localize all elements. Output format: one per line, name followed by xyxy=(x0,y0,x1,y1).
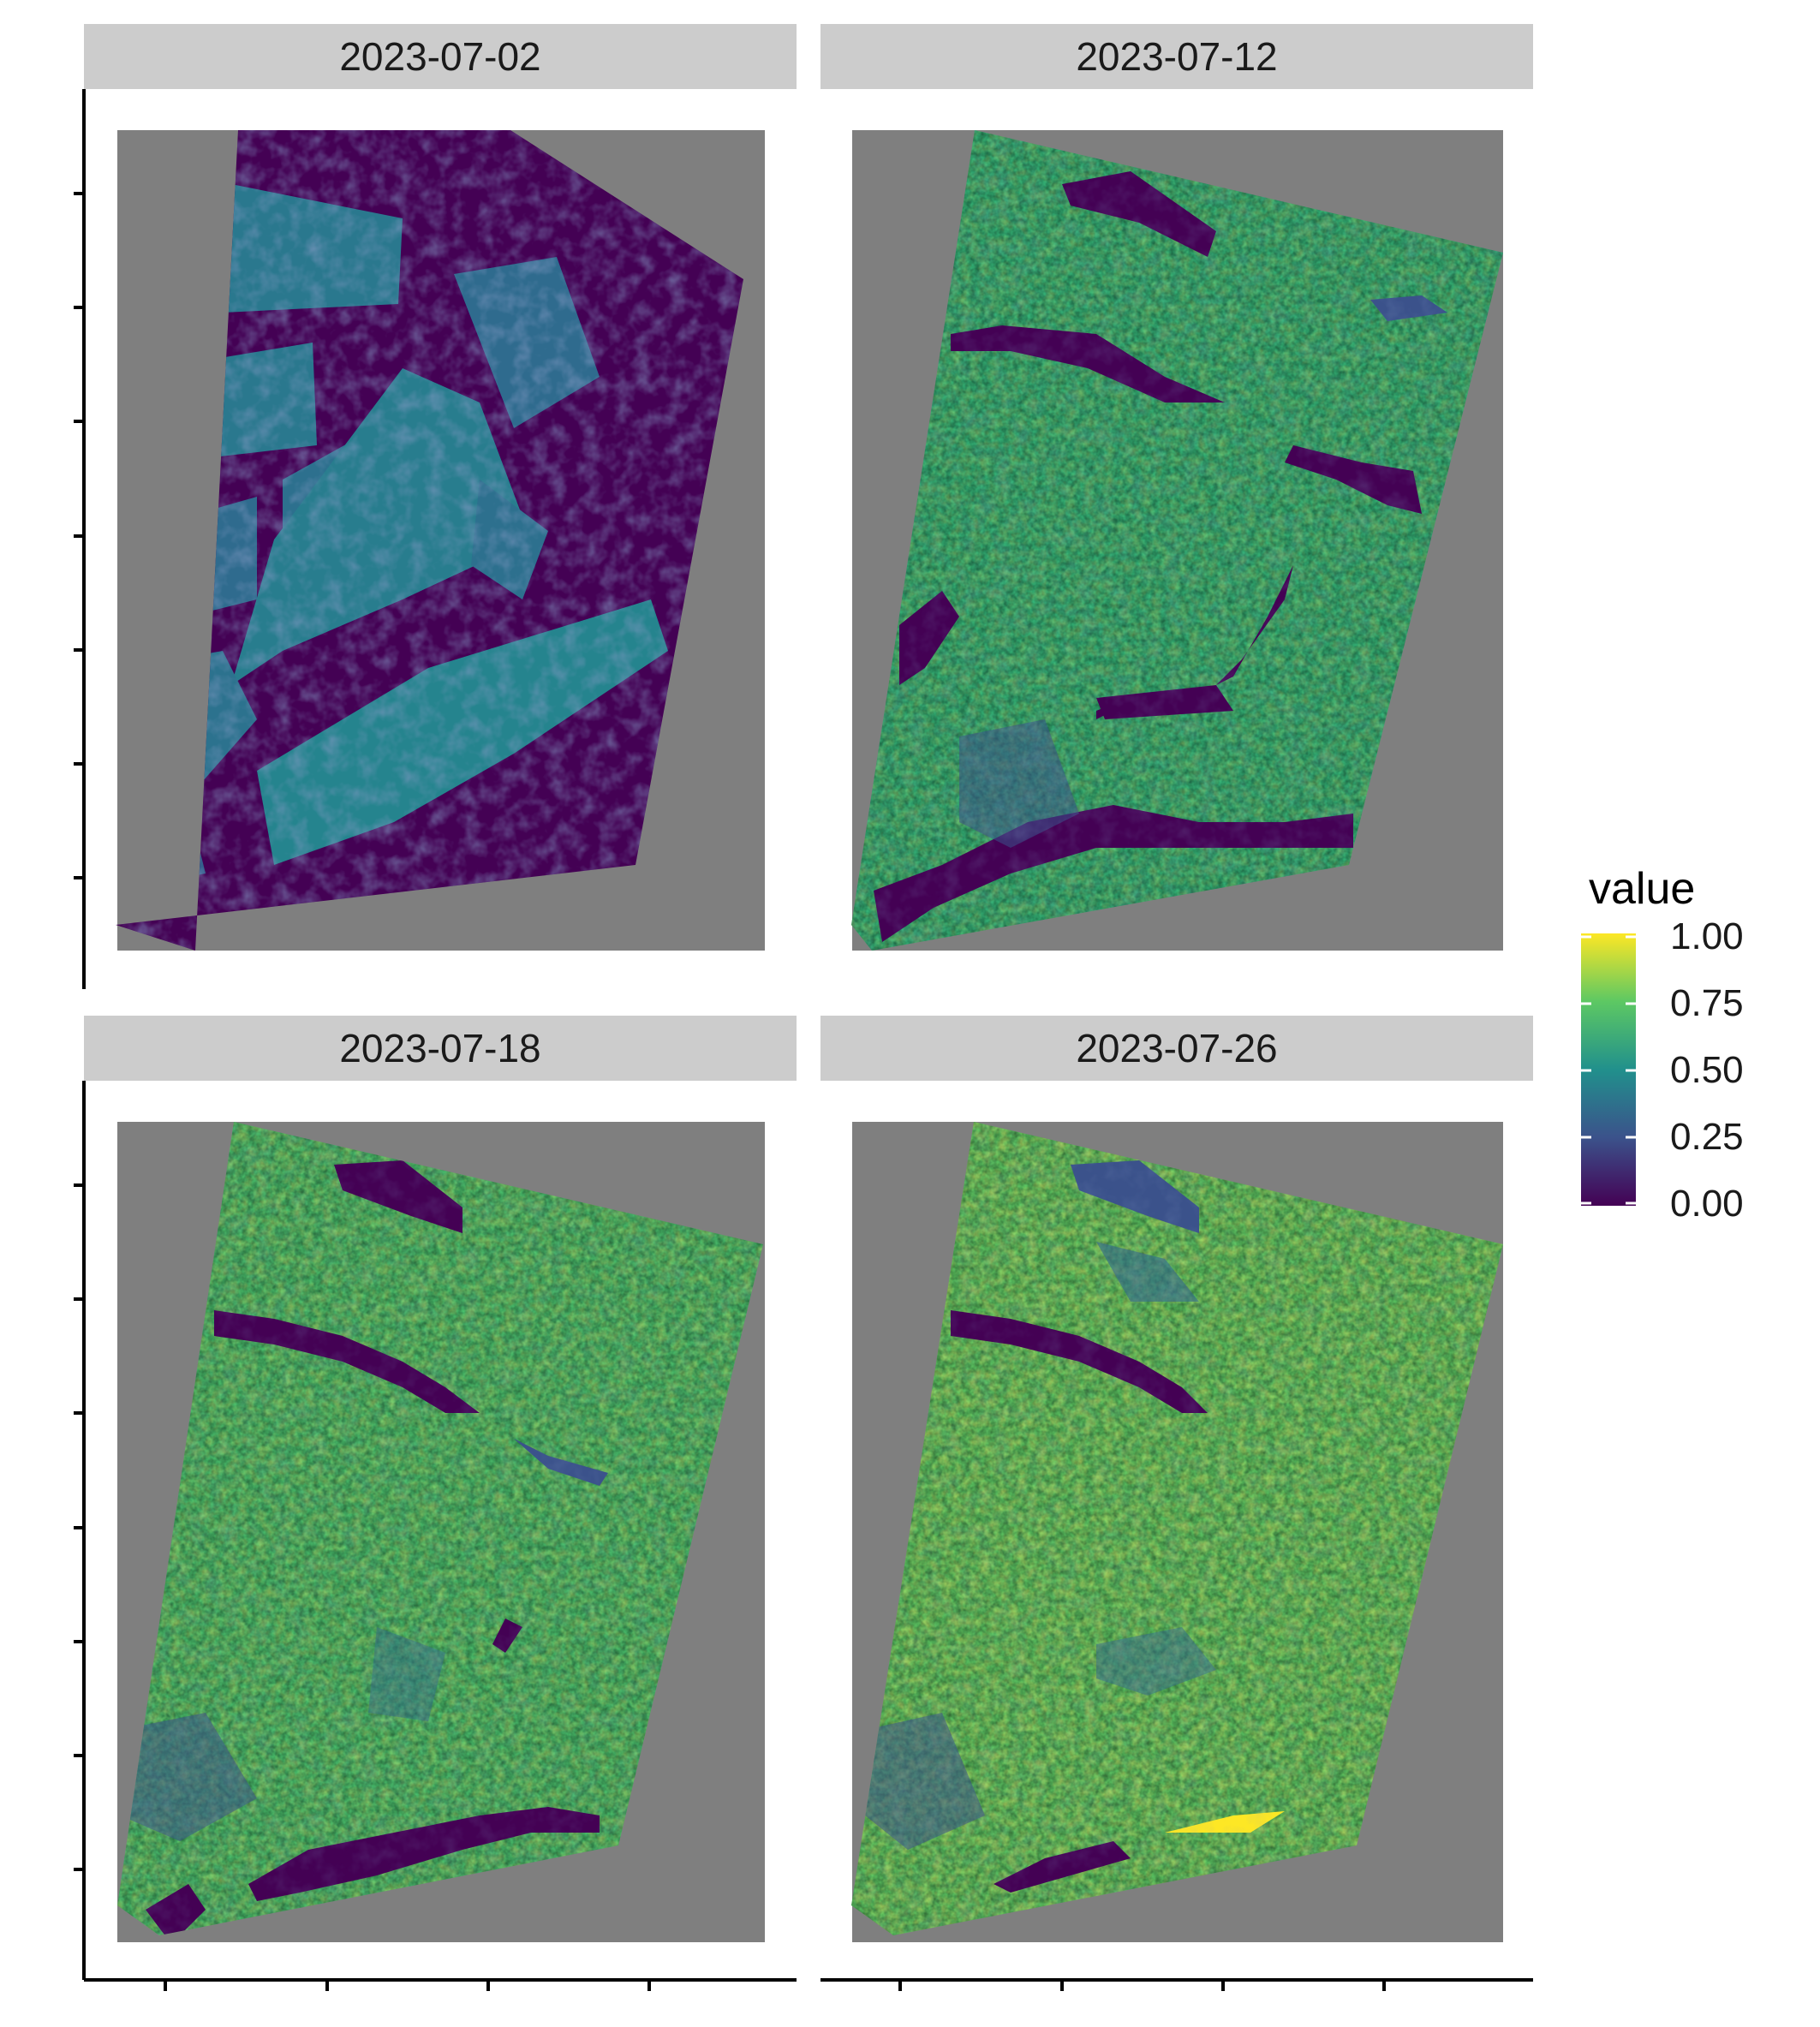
legend-label-5: 0.00 xyxy=(1670,1183,1744,1225)
raster-panel-2 xyxy=(851,130,1503,951)
legend-label-2: 0.75 xyxy=(1670,982,1744,1024)
legend-ticks xyxy=(1581,935,1636,1205)
y-axis-bottom xyxy=(74,1081,86,1980)
facet-title-1: 2023-07-02 xyxy=(339,34,541,79)
x-axis-right xyxy=(820,1978,1533,1991)
facet-title-3: 2023-07-18 xyxy=(339,1026,541,1070)
facet-strip-1: 2023-07-02 xyxy=(84,24,797,89)
x-axis-left xyxy=(84,1978,797,1991)
y-axis-top xyxy=(74,89,86,989)
legend-label-4: 0.25 xyxy=(1670,1116,1744,1158)
facet-title-2: 2023-07-12 xyxy=(1076,34,1278,79)
facet-strip-4: 2023-07-26 xyxy=(820,1016,1533,1081)
legend-title: value xyxy=(1589,864,1696,914)
facet-strip-3: 2023-07-18 xyxy=(84,1016,797,1081)
legend-label-1: 1.00 xyxy=(1670,915,1744,957)
legend-label-3: 0.50 xyxy=(1670,1049,1744,1091)
facet-title-4: 2023-07-26 xyxy=(1076,1026,1278,1070)
facet-strip-2: 2023-07-12 xyxy=(820,24,1533,89)
